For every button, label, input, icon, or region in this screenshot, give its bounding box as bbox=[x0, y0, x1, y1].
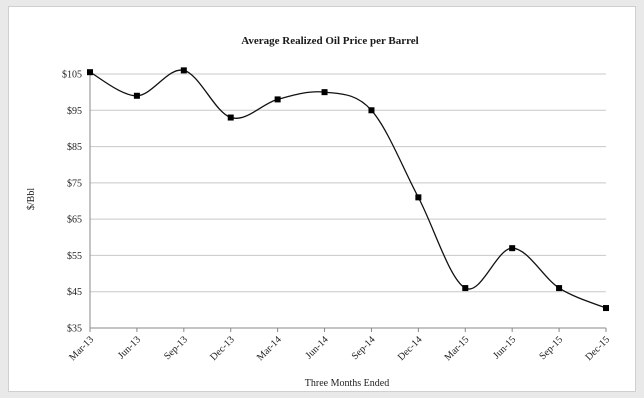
x-tick-label: Mar-14 bbox=[255, 334, 284, 363]
y-tick-label: $105 bbox=[62, 70, 82, 81]
chart-title: Average Realized Oil Price per Barrel bbox=[241, 35, 418, 47]
data-point bbox=[603, 305, 609, 312]
x-axis-label: Three Months Ended bbox=[305, 378, 389, 389]
data-point bbox=[462, 285, 469, 292]
y-tick-label: $35 bbox=[67, 324, 82, 335]
y-tick-label: $85 bbox=[67, 142, 82, 153]
data-point bbox=[227, 114, 234, 121]
data-point bbox=[368, 107, 375, 114]
data-point bbox=[180, 67, 187, 74]
data-point bbox=[87, 69, 93, 76]
series-line bbox=[89, 69, 607, 309]
x-tick-label: Dec-15 bbox=[584, 334, 613, 363]
x-tick-label: Jun-14 bbox=[304, 334, 331, 361]
x-tick-label: Mar-13 bbox=[67, 334, 96, 363]
data-point bbox=[556, 285, 563, 292]
x-tick-label: Sep-15 bbox=[537, 334, 565, 362]
data-point bbox=[509, 245, 516, 252]
y-tick-label: $55 bbox=[67, 251, 82, 262]
y-tick-label: $45 bbox=[67, 287, 82, 298]
y-tick-label: $75 bbox=[67, 178, 82, 189]
x-tick-label: Jun-13 bbox=[116, 334, 143, 361]
x-tick-label: Sep-14 bbox=[350, 334, 378, 362]
y-tick-label: $95 bbox=[67, 106, 82, 117]
data-point bbox=[274, 96, 281, 103]
y-tick-label: $65 bbox=[67, 215, 82, 226]
data-point bbox=[133, 92, 140, 99]
x-tick-label: Jun-15 bbox=[491, 334, 518, 361]
x-tick-label: Sep-13 bbox=[162, 334, 190, 362]
x-tick-label: Mar-15 bbox=[443, 334, 472, 363]
x-tick-label: Dec-13 bbox=[208, 334, 237, 363]
data-point bbox=[415, 194, 422, 201]
x-tick-label: Dec-14 bbox=[396, 334, 425, 363]
y-axis-label: $/Bbl bbox=[26, 188, 37, 210]
data-point bbox=[321, 89, 328, 96]
